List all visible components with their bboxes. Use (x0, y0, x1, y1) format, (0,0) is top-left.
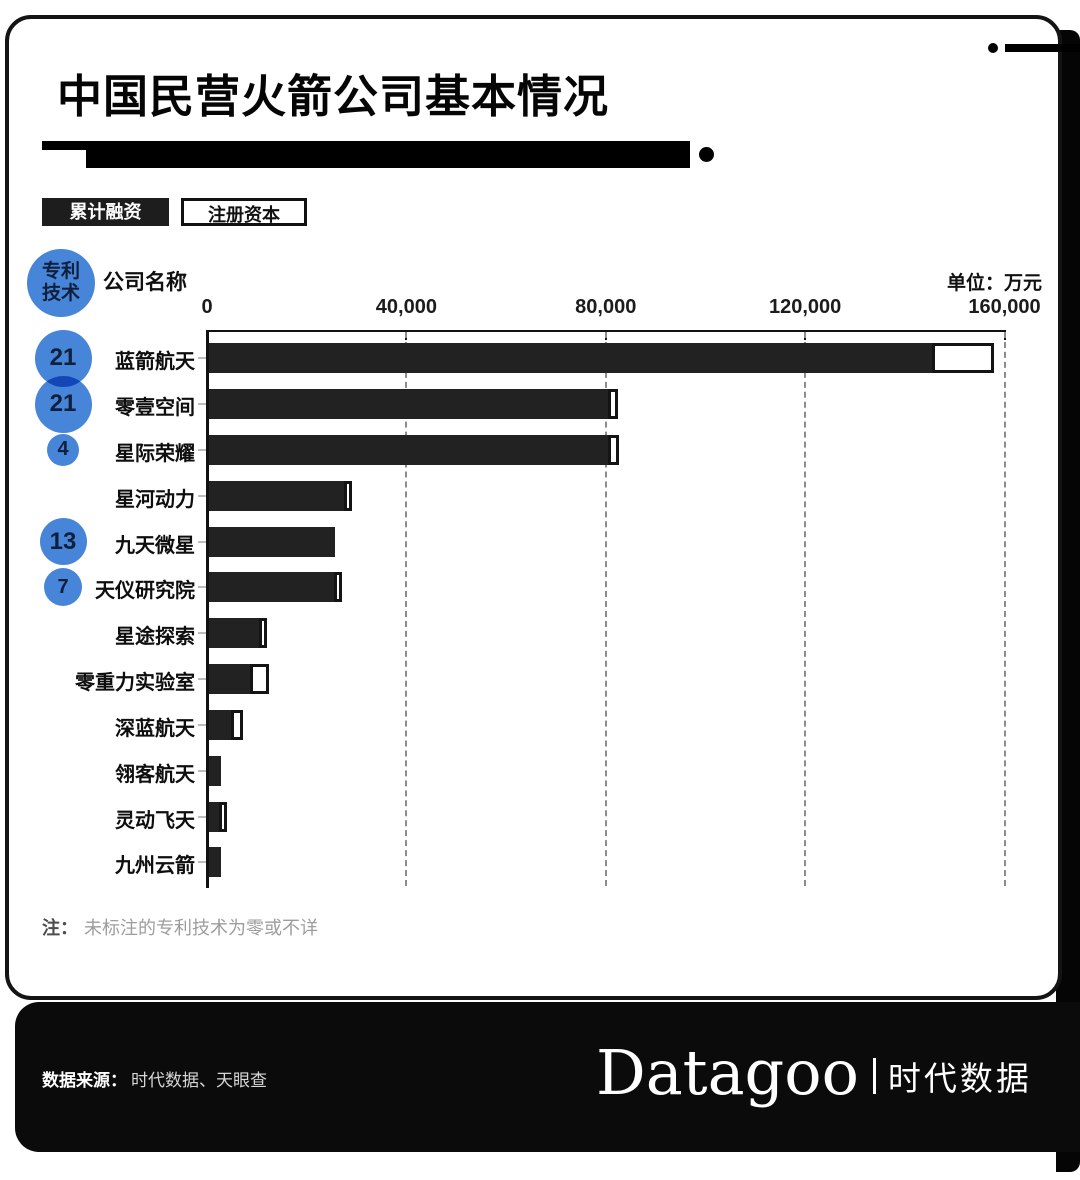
data-source-label: 数据来源： (42, 1071, 127, 1090)
gridline (1003, 332, 1006, 886)
row-tick (198, 632, 206, 635)
row-tick (198, 540, 206, 543)
title-underline-dot (699, 147, 714, 162)
patent-count-bubble: 4 (47, 433, 79, 466)
x-tick-mark (206, 331, 208, 340)
patent-count-bubble: 13 (39, 518, 87, 566)
row-tick (198, 723, 206, 726)
gridline (405, 332, 408, 886)
funding-bar (209, 847, 221, 878)
patent-badge-line2: 技术 (41, 283, 80, 304)
patent-count-bubble: 7 (44, 568, 82, 607)
row-tick (198, 861, 206, 864)
data-source: 数据来源： 时代数据、天眼查 (42, 1066, 267, 1091)
funding-bar (209, 389, 608, 420)
footnote: 注： 未标注的专利技术为零或不详 (42, 914, 318, 940)
brand-logo: Datagoo 时代数据 (596, 1030, 1032, 1116)
company-label: 深蓝航天 (115, 717, 195, 740)
title-underline (86, 141, 690, 168)
registered-capital-bar (607, 434, 620, 465)
registered-capital-bar (333, 572, 342, 603)
funding-bar (209, 801, 219, 832)
company-label: 九天微星 (115, 534, 195, 557)
funding-bar (209, 572, 334, 603)
company-label: 灵动飞天 (115, 809, 195, 832)
title-underline-thin (42, 141, 86, 150)
gridline (804, 332, 807, 886)
registered-capital-bar (607, 389, 618, 420)
registered-capital-bar (231, 709, 243, 740)
company-label: 九州云箭 (115, 855, 195, 878)
patent-technology-badge: 专利 技术 (27, 249, 95, 317)
brand-separator-icon (872, 1058, 876, 1094)
funding-bar (209, 434, 608, 465)
card (5, 15, 1062, 1000)
deco-dot (988, 43, 998, 53)
deco-line (1005, 44, 1080, 52)
x-tick-label: 40,000 (375, 296, 437, 318)
funding-bar (209, 343, 932, 374)
data-source-text: 时代数据、天眼查 (131, 1071, 267, 1090)
registered-capital-bar (258, 618, 267, 649)
row-tick (198, 403, 206, 406)
registered-capital-bar (343, 480, 353, 511)
funding-bar (209, 618, 259, 649)
patent-count-bubble: 21 (34, 375, 92, 433)
company-label: 零重力实验室 (75, 672, 195, 695)
company-label: 翎客航天 (115, 763, 195, 786)
company-label: 星际荣耀 (115, 442, 195, 465)
footnote-text: 未标注的专利技术为零或不详 (84, 918, 318, 938)
patent-badge-line1: 专利 (41, 260, 80, 282)
row-tick (198, 357, 206, 360)
funding-bar (209, 755, 221, 786)
row-tick (198, 586, 206, 589)
x-tick-label: 80,000 (575, 296, 637, 318)
company-label: 天仪研究院 (95, 580, 195, 603)
x-tick-label: 0 (201, 296, 213, 318)
company-label: 星河动力 (115, 488, 195, 511)
x-tick-label: 160,000 (968, 296, 1041, 318)
y-axis-line (206, 330, 209, 888)
funding-bar (209, 480, 344, 511)
brand-logo-text: Datagoo (596, 1036, 859, 1109)
row-tick (198, 448, 206, 451)
company-label: 蓝箭航天 (115, 351, 195, 374)
row-tick (198, 769, 206, 772)
registered-capital-bar (249, 664, 269, 695)
registered-capital-bar (931, 343, 995, 374)
row-tick (198, 678, 206, 681)
row-tick (198, 494, 206, 497)
row-tick (198, 815, 206, 818)
funding-bar (209, 709, 232, 740)
footnote-prefix: 注： (42, 918, 78, 938)
company-column-header: 公司名称 (103, 271, 187, 294)
funding-bar (209, 664, 250, 695)
brand-logo-cn: 时代数据 (887, 1060, 1032, 1097)
unit-label: 单位：万元 (946, 273, 1042, 294)
x-tick-label: 120,000 (768, 296, 842, 318)
funding-bar (209, 526, 336, 557)
gridline (604, 332, 607, 886)
registered-capital-bar (218, 801, 227, 832)
company-label: 零壹空间 (115, 397, 195, 420)
footer-bar (15, 1002, 1080, 1152)
legend-registered-capital: 注册资本 (181, 198, 307, 226)
legend-cumulative-financing: 累计融资 (42, 198, 169, 226)
page-title: 中国民营火箭公司基本情况 (57, 71, 610, 122)
company-label: 星途探索 (115, 626, 195, 649)
